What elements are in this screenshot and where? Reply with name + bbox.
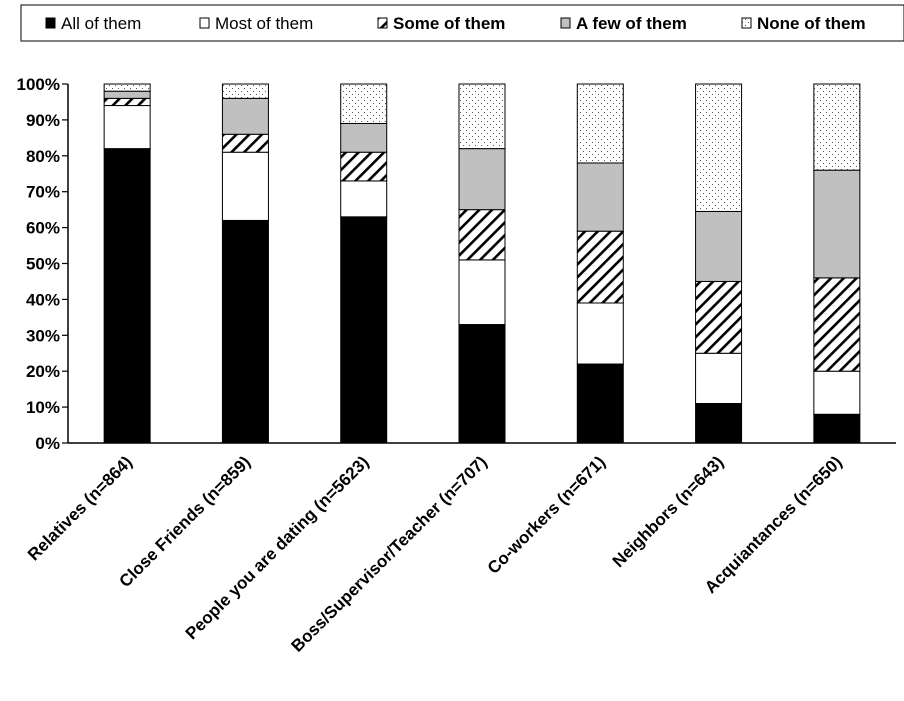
y-tick-label: 80% [26, 147, 60, 166]
y-tick-label: 0% [35, 434, 60, 453]
bar-segment [103, 90, 151, 99]
bar-segment [813, 169, 861, 279]
bar-stack [576, 83, 624, 444]
y-tick-label: 40% [26, 290, 60, 309]
x-category-label: People you are dating (n=5623) [182, 452, 373, 643]
x-category-label: Acquiantances (n=650) [701, 452, 846, 597]
bar-stack [695, 83, 743, 444]
bar-segment [221, 97, 269, 135]
y-tick-label: 30% [26, 326, 60, 345]
x-axis-labels: Relatives (n=864)Close Friends (n=859)Pe… [24, 452, 846, 655]
y-tick-label: 100% [17, 75, 60, 94]
legend-label: Some of them [393, 14, 505, 33]
bar-segment [813, 413, 861, 444]
x-category-label: Co-workers (n=671) [484, 452, 609, 577]
bar-stack [813, 83, 861, 444]
y-tick-label: 90% [26, 111, 60, 130]
bar-segment [103, 97, 151, 107]
legend-label: A few of them [576, 14, 687, 33]
legend-item: A few of them [560, 14, 687, 33]
bar-segment [221, 151, 269, 221]
bar-segment [576, 302, 624, 365]
bar-segment [695, 280, 743, 354]
bar-segment [458, 324, 506, 444]
legend-item: Some of them [377, 14, 505, 33]
legend-box [20, 4, 904, 42]
y-tick-label: 10% [26, 398, 60, 417]
bar-segment [340, 180, 388, 218]
y-tick-label: 20% [26, 362, 60, 381]
y-tick-label: 60% [26, 219, 60, 238]
bar-segment [576, 230, 624, 304]
legend-swatch [199, 17, 210, 29]
bar-segment [221, 83, 269, 99]
bar-segment [695, 210, 743, 282]
bar-segment [340, 83, 388, 124]
bar-segment [576, 162, 624, 232]
bar-segment [576, 363, 624, 444]
bar-stack [221, 83, 269, 444]
bar-segment [813, 277, 861, 372]
y-tick-label: 70% [26, 183, 60, 202]
bar-segment [458, 259, 506, 326]
bar-segment [813, 370, 861, 415]
x-category-label: Close Friends (n=859) [116, 452, 255, 591]
bar-segment [695, 403, 743, 444]
bar-stack-group [103, 83, 861, 444]
legend-item: None of them [741, 14, 866, 33]
legend-label: Most of them [215, 14, 313, 33]
legend-label: All of them [61, 14, 141, 33]
legend-swatch [560, 17, 571, 29]
bar-segment [340, 216, 388, 444]
bar-segment [576, 83, 624, 164]
x-category-label: Neighbors (n=643) [609, 452, 728, 571]
bar-segment [813, 83, 861, 171]
bar-segment [103, 83, 151, 92]
legend-item: Most of them [199, 14, 313, 33]
bar-stack [458, 83, 506, 444]
bar-segment [340, 151, 388, 182]
bar-stack [340, 83, 388, 444]
bar-segment [695, 352, 743, 405]
bar-stack [103, 83, 151, 444]
x-category-label: Relatives (n=864) [24, 452, 136, 564]
bar-segment [458, 209, 506, 261]
x-category-label: Boss/Supervisor/Teacher (n=707) [288, 452, 491, 655]
legend-swatch [377, 17, 388, 29]
bar-segment [458, 83, 506, 150]
legend-swatch [741, 17, 752, 29]
legend-swatch [45, 17, 56, 29]
legend-label: None of them [757, 14, 866, 33]
bar-segment [221, 133, 269, 153]
bar-segment [103, 105, 151, 150]
legend-item: All of them [45, 14, 141, 33]
legend: All of them Most of them Some of them A few… [20, 4, 904, 42]
bar-segment [221, 219, 269, 444]
bar-segment [103, 148, 151, 444]
bar-segment [458, 148, 506, 211]
bar-segment [695, 83, 743, 212]
y-tick-label: 50% [26, 255, 60, 274]
bar-segment [340, 122, 388, 153]
